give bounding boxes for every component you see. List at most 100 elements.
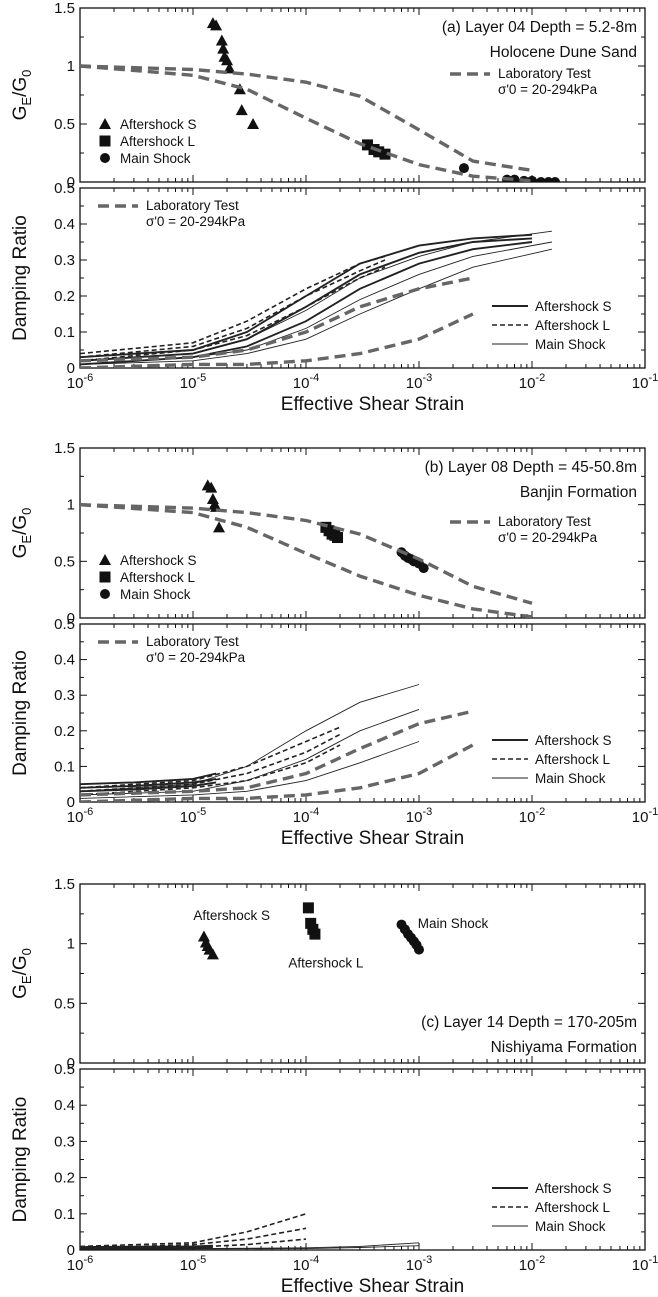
x-tick-label: 10-1 — [632, 1254, 658, 1274]
series-line — [80, 241, 533, 366]
legend-marker — [99, 118, 111, 129]
y-tick-label: 0.2 — [54, 1170, 75, 1187]
series-group — [80, 230, 552, 368]
series-line — [80, 1245, 420, 1250]
x-axis-label: Effective Shear Strain — [281, 1276, 464, 1297]
x-tick-label: 10-4 — [293, 1254, 319, 1274]
point-annotation: Main Shock — [418, 916, 489, 931]
data-point — [210, 19, 223, 31]
panel-subtitle: Holocene Dune Sand — [490, 44, 637, 61]
y-tick-label: 0.5 — [54, 1061, 75, 1078]
lab-legend-note: σ'0 = 20-294kPa — [498, 530, 598, 545]
series-line — [80, 259, 386, 358]
point-annotation: Aftershock L — [288, 956, 364, 971]
legend-marker — [99, 135, 111, 147]
y-axis-label: Damping Ratio — [10, 215, 31, 341]
data-point — [217, 42, 230, 54]
data-point — [213, 521, 226, 533]
x-tick-label: 10-2 — [519, 372, 545, 392]
x-tick-label: 10-6 — [67, 372, 93, 392]
y-tick-label: 0.3 — [54, 1133, 75, 1150]
y-tick-label: 1.5 — [54, 440, 75, 457]
legend-label: Main Shock — [535, 1219, 606, 1234]
y-tick-label: 0 — [67, 794, 75, 811]
y-tick-label: 0 — [67, 610, 75, 627]
legend-label: Aftershock S — [120, 117, 197, 132]
data-point — [206, 948, 219, 960]
y-tick-label: 1.5 — [54, 876, 75, 893]
panel-c-g: 0 0.5 1 1.5 GE/G0 (c) Layer 14 Depth = 170-20… — [10, 876, 646, 1072]
y-tick-label: 0.1 — [54, 1206, 75, 1223]
y-tick-label: 0.1 — [54, 324, 75, 341]
series-group — [80, 479, 533, 618]
series-line — [80, 312, 474, 368]
series-line — [80, 503, 533, 618]
x-tick-label: 10-5 — [180, 372, 206, 392]
x-tick-label: 10-6 — [67, 806, 93, 826]
x-tick-label: 10-2 — [519, 806, 545, 826]
panel-label: (c) Layer 14 Depth = 170-205m — [421, 1014, 637, 1031]
x-tick-label: 10-4 — [293, 372, 319, 392]
x-tick-label: 10-5 — [180, 806, 206, 826]
series-line — [80, 684, 420, 792]
legend-marker — [100, 153, 110, 163]
data-point — [235, 104, 248, 116]
series-line — [80, 1238, 307, 1250]
x-tick-label: 10-6 — [67, 1254, 93, 1274]
series-line — [80, 237, 533, 362]
y-axis-label: Damping Ratio — [10, 1097, 31, 1223]
legend-label: Aftershock L — [535, 318, 611, 333]
y-tick-label: 0 — [67, 1055, 75, 1072]
y-tick-label: 0.5 — [54, 995, 75, 1012]
data-point — [550, 177, 561, 182]
y-tick-label: 0.1 — [54, 758, 75, 775]
x-tick-label: 10-1 — [632, 806, 658, 826]
series-line — [80, 230, 552, 362]
legend-label: Aftershock L — [120, 570, 196, 585]
y-tick-label: 0.4 — [54, 652, 75, 669]
y-tick-label: 0.5 — [54, 553, 75, 570]
panels-layer: 00.511.5GE/G0(a) Layer 04 Depth = 5.2-8m… — [10, 0, 658, 1297]
lab-legend-note: σ'0 = 20-294kPa — [498, 82, 598, 97]
y-tick-label: 0.3 — [54, 252, 75, 269]
y-tick-label: 0 — [67, 1242, 75, 1259]
y-tick-label: 0.4 — [54, 1097, 75, 1114]
data-point — [302, 902, 314, 914]
legend-label: Main Shock — [120, 151, 191, 166]
series-line — [80, 1227, 307, 1249]
legend-marker — [99, 554, 111, 565]
data-point — [379, 148, 391, 160]
data-point — [418, 563, 429, 574]
series-line — [80, 743, 474, 802]
data-point — [458, 163, 469, 174]
legend-marker — [99, 571, 111, 583]
y-tick-label: 1 — [67, 497, 75, 514]
x-tick-label: 10-5 — [180, 1254, 206, 1274]
panel-b-g: 0 0.5 1 1.5 GE/G0 (b) Layer 08 Depth = 45-50.… — [10, 440, 646, 627]
y-tick-label: 1 — [67, 936, 75, 953]
legend-label: Aftershock S — [535, 1181, 612, 1196]
x-tick-label: 10-3 — [406, 1254, 432, 1274]
x-axis-label: Effective Shear Strain — [281, 828, 464, 849]
panel-subtitle: Banjin Formation — [520, 484, 637, 501]
series-group — [80, 1213, 420, 1250]
data-point — [535, 177, 546, 182]
y-axis-label: Damping Ratio — [10, 650, 31, 776]
y-tick-label: 0.5 — [54, 116, 75, 133]
panel-label: (b) Layer 08 Depth = 45-50.8m — [425, 459, 637, 476]
lab-legend-note: σ'0 = 20-294kPa — [146, 214, 246, 229]
series-group — [197, 902, 424, 960]
data-point — [223, 62, 236, 74]
panel-subtitle: Nishiyama Formation — [491, 1039, 637, 1056]
plot-frame — [79, 883, 646, 1064]
data-point — [305, 917, 317, 929]
series-line — [80, 1213, 307, 1248]
series-line — [80, 709, 474, 797]
data-point — [197, 930, 210, 942]
lab-legend-label: Laboratory Test — [498, 66, 591, 81]
series-line — [80, 241, 552, 365]
y-tick-label: 0.2 — [54, 288, 75, 305]
y-tick-label: 1.5 — [54, 0, 75, 17]
series-line — [80, 64, 533, 173]
series-line — [80, 772, 217, 786]
